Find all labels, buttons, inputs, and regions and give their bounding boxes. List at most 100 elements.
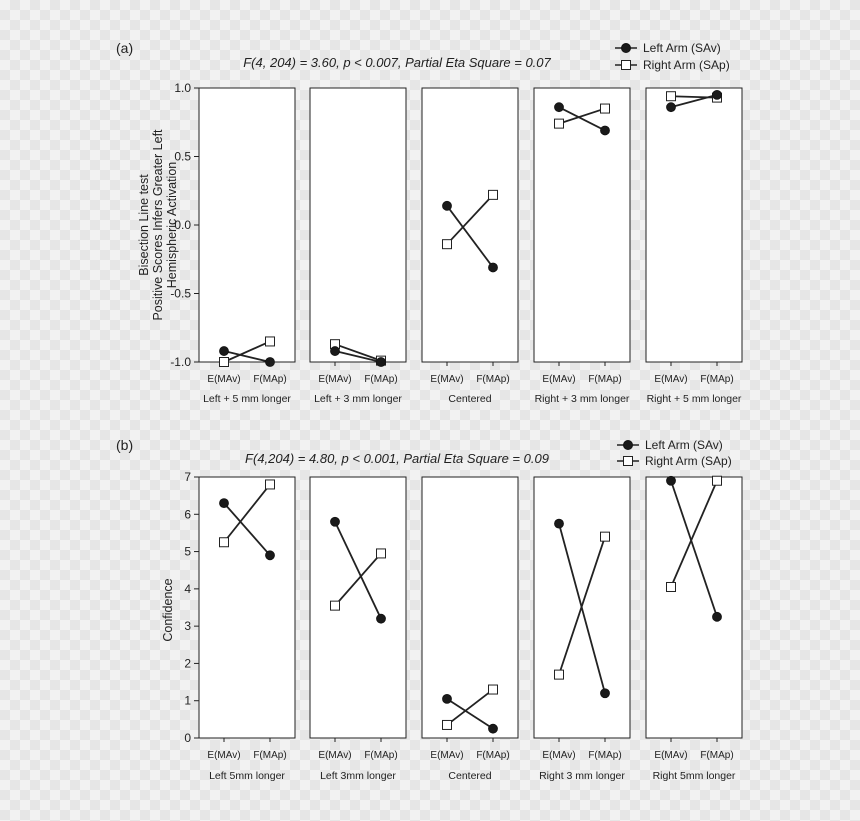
x-tick-label: F(MAp) <box>364 374 397 385</box>
group-panel: E(MAv) F(MAp) Left 5mm longer <box>198 476 296 782</box>
point-left-arm <box>330 516 340 527</box>
point-right-arm <box>554 669 564 680</box>
point-right-arm <box>265 336 275 347</box>
point-left-arm <box>666 102 676 113</box>
x-tick-label: E(MAv) <box>430 374 463 385</box>
point-right-arm <box>488 684 498 695</box>
legend-label-left-arm: Left Arm (SAv) <box>643 41 721 55</box>
panel-frame <box>421 476 519 739</box>
point-left-arm <box>488 723 498 734</box>
y-axis-label: Confidence <box>161 578 175 641</box>
point-left-arm <box>554 102 564 113</box>
x-tick-label: F(MAp) <box>476 750 509 761</box>
y-axis-label-line: Hemispheric Activation <box>165 162 179 288</box>
point-left-arm <box>712 611 722 622</box>
group-panel: E(MAv) F(MAp) Right 3 mm longer <box>533 476 631 782</box>
group-panel: E(MAv) F(MAp) Left + 5 mm longer <box>198 87 296 405</box>
y-tick-label: 5 <box>184 545 191 559</box>
panel-frame <box>198 476 296 739</box>
group-label: Right + 3 mm longer <box>535 393 630 405</box>
y-tick-label: 2 <box>184 656 191 670</box>
y-tick-label: -1.0 <box>170 355 191 369</box>
point-right-arm <box>666 581 676 592</box>
y-tick-label: 7 <box>184 470 191 484</box>
series-line-right-arm <box>670 480 718 588</box>
point-left-arm <box>219 346 229 356</box>
y-axis-label-line: Positive Scores Infers Greater Left <box>151 129 165 321</box>
point-left-arm <box>600 125 610 136</box>
x-tick-label: E(MAv) <box>654 750 687 761</box>
legend: Left Arm (SAv) Right Arm (SAp) <box>615 41 730 72</box>
x-tick-label: E(MAv) <box>654 374 687 385</box>
legend-marker-right-arm <box>621 60 631 70</box>
group-label: Centered <box>448 393 491 405</box>
group-panel: E(MAv) F(MAp) Centered <box>421 476 519 782</box>
point-right-arm <box>488 189 498 200</box>
legend: Left Arm (SAv) Right Arm (SAp) <box>617 438 732 468</box>
panel-frame <box>645 87 743 363</box>
panel-frame <box>309 87 407 363</box>
series-line-left-arm <box>558 523 606 694</box>
x-tick-label: F(MAp) <box>476 374 509 385</box>
group-label: Right 3 mm longer <box>539 770 625 782</box>
point-right-arm <box>265 479 275 490</box>
series-line-left-arm <box>558 106 606 132</box>
legend-marker-right-arm <box>623 456 633 466</box>
legend-label-right-arm: Right Arm (SAp) <box>645 454 732 468</box>
y-tick-label: 0 <box>184 731 191 745</box>
y-tick-label: 1.0 <box>174 81 191 95</box>
point-left-arm <box>442 693 452 704</box>
x-tick-label: F(MAp) <box>700 750 733 761</box>
group-panel: E(MAv) F(MAp) Centered <box>421 87 519 405</box>
point-left-arm <box>376 357 386 367</box>
chart-title: F(4,204) = 4.80, p < 0.001, Partial Eta … <box>245 451 549 466</box>
panel-frame <box>309 476 407 739</box>
group-label: Right + 5 mm longer <box>647 393 742 405</box>
group-label: Centered <box>448 770 491 782</box>
group-panel: E(MAv) F(MAp) Right + 3 mm longer <box>533 87 631 405</box>
panel-frame <box>421 87 519 363</box>
series-line-left-arm <box>670 480 718 618</box>
legend-label-left-arm: Left Arm (SAv) <box>645 438 723 452</box>
series-line-left-arm <box>446 205 494 269</box>
point-left-arm <box>666 475 676 486</box>
point-left-arm <box>265 357 275 367</box>
point-right-arm <box>376 548 386 559</box>
series-line-left-arm <box>223 502 271 556</box>
point-right-arm <box>554 118 564 129</box>
series-line-left-arm <box>334 350 382 363</box>
panel-frame <box>533 87 631 363</box>
x-tick-label: E(MAv) <box>542 374 575 385</box>
y-axis-label: Bisection Line test Positive Scores Infer… <box>137 129 179 321</box>
x-tick-label: F(MAp) <box>588 374 621 385</box>
chart-panel-a: (a) F(4, 204) = 3.60, p < 0.007, Partial … <box>116 40 743 405</box>
point-left-arm <box>330 346 340 356</box>
y-tick-label: 0.5 <box>174 150 191 164</box>
point-right-arm <box>442 719 452 730</box>
group-panel: E(MAv) F(MAp) Left 3mm longer <box>309 476 407 782</box>
group-label: Left 5mm longer <box>209 770 285 782</box>
x-tick-label: F(MAp) <box>253 750 286 761</box>
x-tick-label: F(MAp) <box>253 374 286 385</box>
point-right-arm <box>712 475 722 486</box>
y-tick-label: 1 <box>184 694 191 708</box>
point-left-arm <box>442 200 452 211</box>
point-left-arm <box>600 688 610 699</box>
group-label: Right 5mm longer <box>653 770 736 782</box>
point-left-arm <box>712 89 722 100</box>
series-line-right-arm <box>334 552 382 607</box>
point-left-arm <box>376 613 386 624</box>
group-panel: E(MAv) F(MAp) Right 5mm longer <box>645 475 743 782</box>
legend-label-right-arm: Right Arm (SAp) <box>643 58 730 72</box>
group-label: Left + 5 mm longer <box>203 393 291 405</box>
x-tick-label: F(MAp) <box>700 374 733 385</box>
group-panel: E(MAv) F(MAp) Right + 5 mm longer <box>645 87 743 405</box>
y-tick-label: 3 <box>184 619 191 633</box>
y-axis-label-line: Bisection Line test <box>137 174 151 276</box>
panel-frame <box>198 87 296 363</box>
series-line-right-arm <box>446 194 494 245</box>
x-tick-label: E(MAv) <box>542 750 575 761</box>
point-right-arm <box>219 537 229 548</box>
x-tick-label: F(MAp) <box>364 750 397 761</box>
